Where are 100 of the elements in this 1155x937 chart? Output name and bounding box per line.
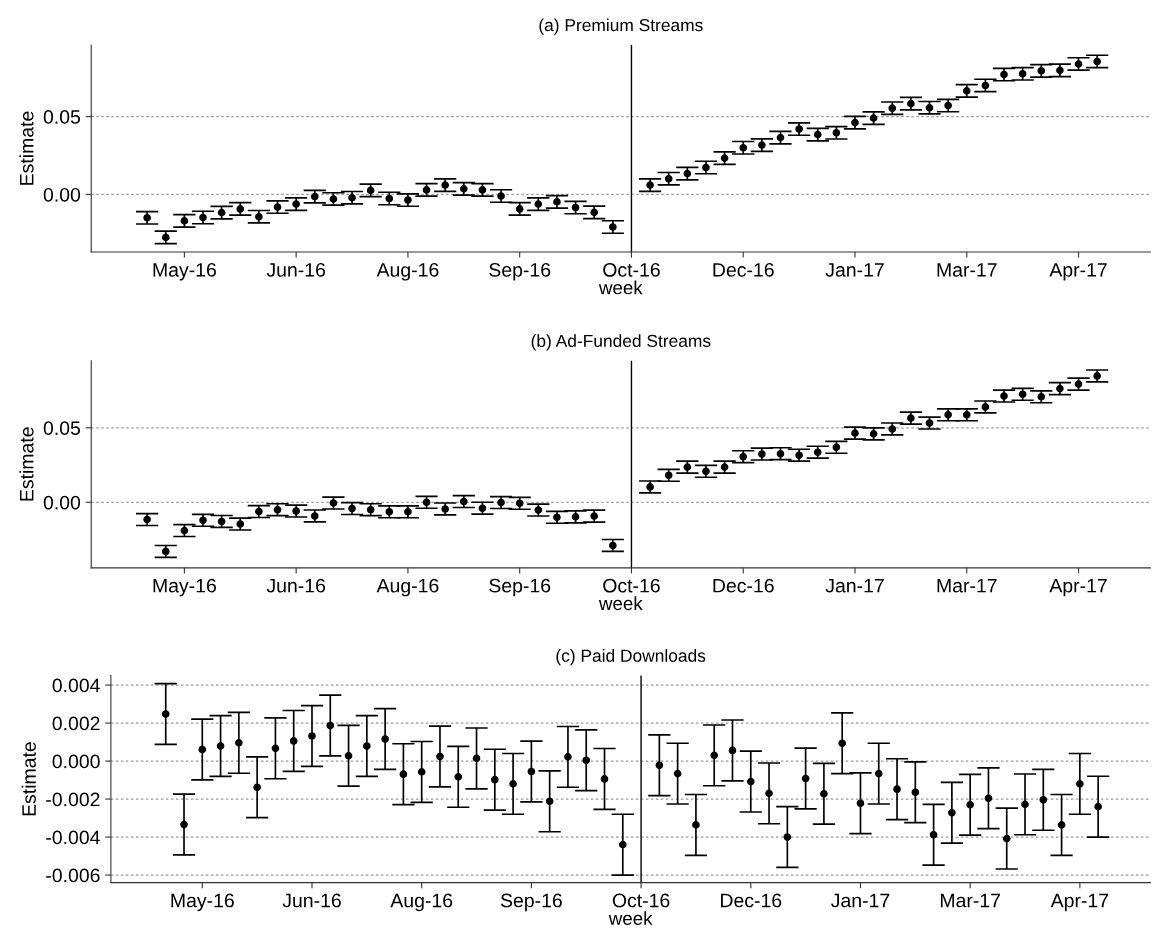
point xyxy=(344,751,353,760)
x-tick-label: May-16 xyxy=(153,578,216,597)
y-tick-label: 0.00 xyxy=(43,187,81,202)
point xyxy=(515,205,524,213)
y-tick-label: 0.00 xyxy=(43,495,81,510)
x-tick-label: Jan-17 xyxy=(825,263,884,277)
point xyxy=(962,87,971,95)
point xyxy=(795,125,803,133)
point xyxy=(746,777,755,786)
x-tick-label: Apr-17 xyxy=(1049,263,1107,281)
x-tick-label: Apr-17 xyxy=(1050,893,1109,912)
y-tick-label: 0.000 xyxy=(52,754,100,769)
point xyxy=(869,114,878,122)
point xyxy=(646,181,654,189)
point xyxy=(509,780,517,788)
x-axis-title: week xyxy=(608,911,653,925)
point xyxy=(1039,796,1048,804)
chart-title: (a) Premium Streams xyxy=(539,18,703,35)
point xyxy=(1057,821,1066,829)
point xyxy=(273,203,282,211)
point xyxy=(180,217,189,225)
point xyxy=(728,746,737,755)
x-tick-label: Apr-17 xyxy=(1049,578,1107,597)
x-tick-label: Jan-17 xyxy=(831,893,890,908)
y-tick-label: 0.05 xyxy=(43,421,81,436)
point xyxy=(1076,780,1084,788)
point xyxy=(984,794,993,803)
x-axis-title: week xyxy=(598,596,643,611)
y-axis-title: Estimate xyxy=(19,111,34,185)
x-tick-label: Oct-16 xyxy=(612,893,670,908)
point xyxy=(1002,834,1011,843)
x-tick-label: Sep-16 xyxy=(500,893,562,912)
point xyxy=(436,752,444,761)
point xyxy=(582,756,591,765)
point xyxy=(673,769,682,778)
point xyxy=(472,754,481,763)
point xyxy=(655,761,664,770)
x-tick-label: May-16 xyxy=(171,893,234,912)
point xyxy=(422,186,431,194)
point xyxy=(404,196,412,204)
x-tick-label: Jan-17 xyxy=(825,578,884,593)
x-tick-label: Aug-16 xyxy=(376,262,439,281)
point xyxy=(801,774,810,783)
point xyxy=(820,789,828,798)
point xyxy=(1094,802,1102,811)
point xyxy=(856,799,865,808)
x-tick-label: Aug-16 xyxy=(390,893,453,912)
x-tick-label: Oct-16 xyxy=(603,578,660,593)
point xyxy=(198,745,207,754)
point xyxy=(459,185,468,193)
point xyxy=(874,769,883,778)
x-tick-label: Mar-17 xyxy=(940,893,1000,908)
x-tick-label: Dec-16 xyxy=(713,578,774,593)
point xyxy=(710,751,719,760)
point xyxy=(253,783,261,792)
point xyxy=(692,821,700,829)
point xyxy=(618,840,627,849)
y-axis-title: Estimate xyxy=(19,427,34,501)
point xyxy=(236,205,245,213)
point xyxy=(490,775,499,784)
x-tick-label: Dec-16 xyxy=(721,893,782,908)
y-tick-label: -0.004 xyxy=(46,830,100,845)
x-tick-label: Mar-17 xyxy=(937,263,997,277)
point xyxy=(441,181,449,189)
point xyxy=(1037,67,1046,75)
point xyxy=(478,186,487,194)
x-tick-label: Aug-16 xyxy=(376,578,439,597)
x-tick-label: Jun-16 xyxy=(266,262,326,277)
point xyxy=(527,767,536,776)
point xyxy=(417,768,426,776)
x-axis-title: week xyxy=(598,280,643,295)
point xyxy=(216,742,225,750)
point xyxy=(545,797,554,806)
x-tick-label: Dec-16 xyxy=(713,262,774,277)
y-tick-label: -0.006 xyxy=(46,868,100,883)
x-tick-label: Sep-16 xyxy=(489,262,551,281)
x-tick-label: Jun-16 xyxy=(266,578,326,593)
point xyxy=(600,775,609,783)
point xyxy=(783,833,792,841)
y-tick-label: -0.002 xyxy=(46,792,100,807)
y-tick-label: 0.05 xyxy=(43,110,81,124)
x-tick-label: Mar-17 xyxy=(937,578,997,593)
point xyxy=(948,808,956,817)
point xyxy=(929,830,938,839)
point xyxy=(1021,800,1029,809)
point xyxy=(329,195,338,203)
point xyxy=(235,739,243,747)
point xyxy=(966,800,974,809)
chart-title: (c) Paid Downloads xyxy=(556,649,706,666)
chart-title: (b) Ad-Funded Streams xyxy=(531,334,711,351)
point xyxy=(292,200,300,208)
point xyxy=(454,773,463,781)
x-tick-label: Sep-16 xyxy=(489,578,551,597)
y-axis-title: Estimate xyxy=(21,742,36,816)
point xyxy=(564,753,572,761)
point xyxy=(497,192,505,200)
point xyxy=(326,721,335,730)
y-tick-label: 0.002 xyxy=(52,716,100,731)
point xyxy=(180,820,188,829)
point xyxy=(289,737,298,745)
